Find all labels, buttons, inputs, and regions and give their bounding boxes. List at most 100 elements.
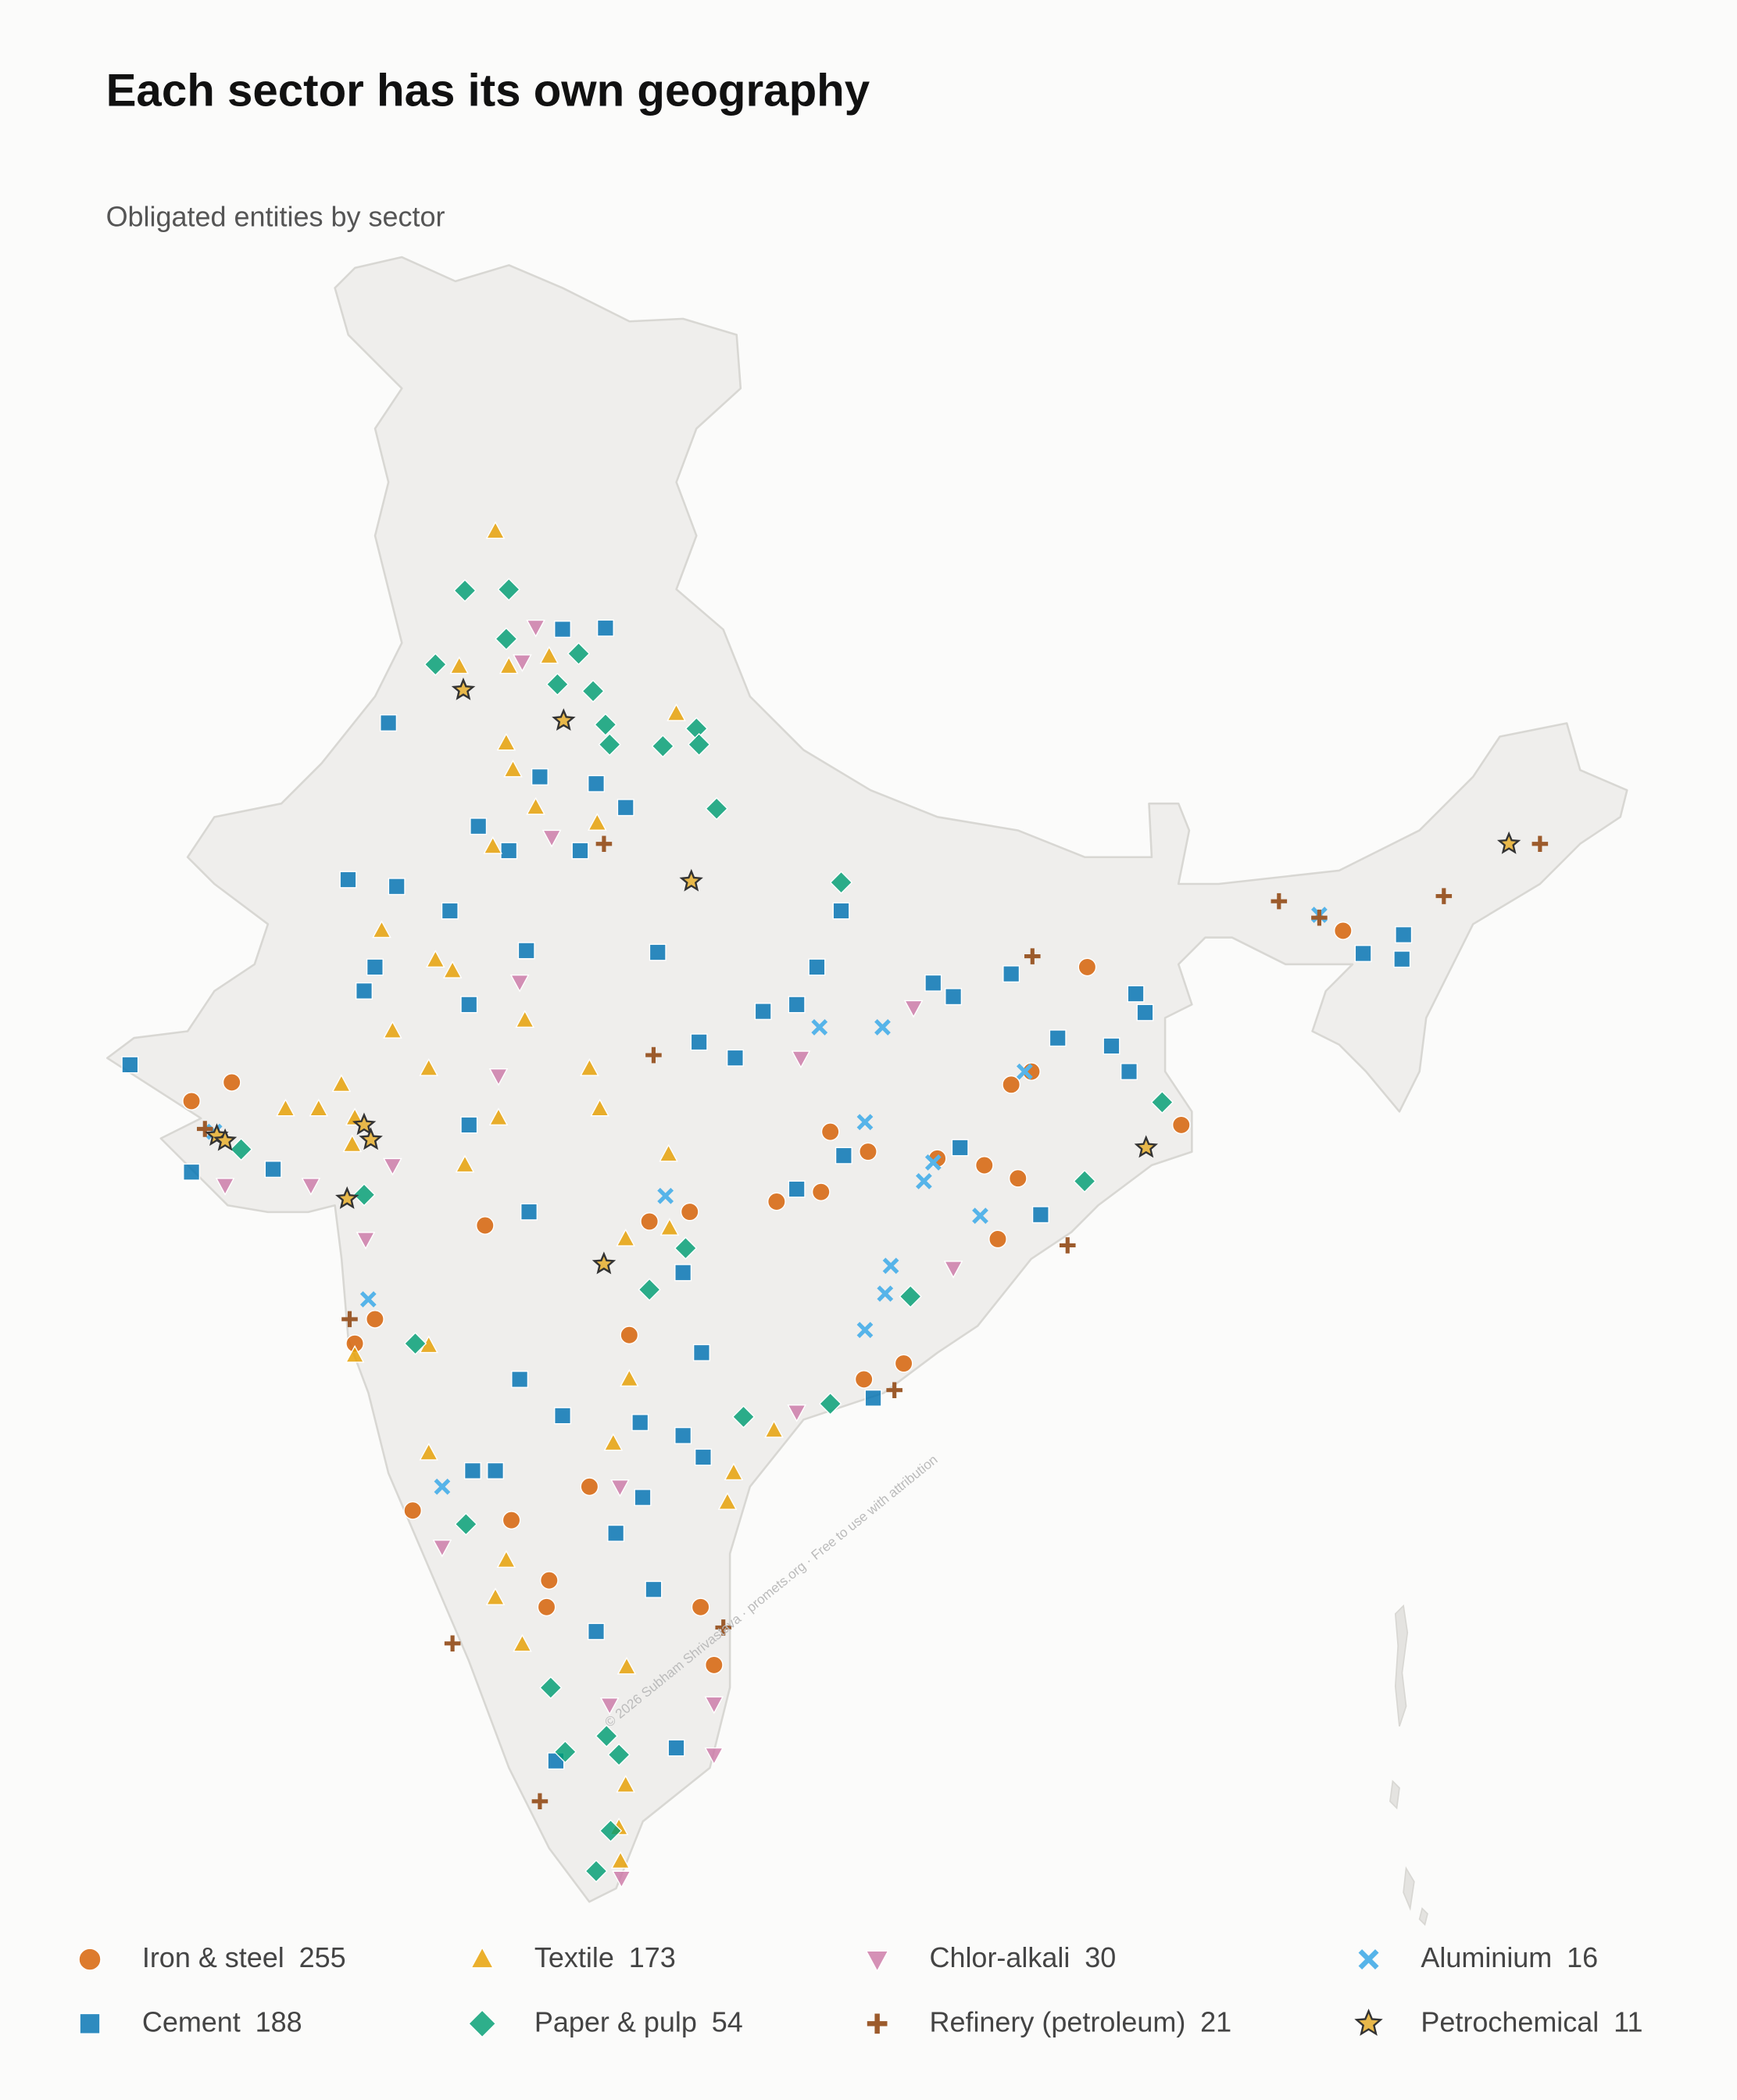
entity-point [829, 871, 853, 894]
entity-point [607, 1524, 625, 1542]
legend-symbol [79, 2012, 101, 2034]
entity-point [674, 1236, 698, 1260]
legend-entry: Cement 188 [142, 2005, 302, 2037]
entity-point [372, 920, 391, 939]
india-outline [106, 256, 1628, 1903]
entity-point [894, 1354, 913, 1373]
entity-point [339, 871, 357, 889]
entity-point [454, 1512, 477, 1536]
entity-point [694, 1448, 712, 1466]
legend-entry: Chlor-alkali 30 [929, 1941, 1116, 1973]
entity-point [610, 1479, 630, 1497]
entity-point [620, 1368, 639, 1387]
entity-point [588, 1622, 605, 1640]
entity-point [731, 1405, 756, 1429]
entity-point [988, 1229, 1007, 1249]
legend-label: Aluminium [1421, 1941, 1552, 1973]
entity-point [856, 1114, 874, 1131]
entity-point [460, 996, 478, 1014]
entity-point [882, 1257, 899, 1274]
entity-point [596, 619, 614, 637]
entity-point [1120, 1063, 1138, 1081]
entity-point [1531, 835, 1549, 853]
entity-point [915, 1172, 932, 1190]
entity-point [213, 1128, 238, 1151]
entity-point [877, 1285, 894, 1302]
legend: Iron & steel 255 Textile 173 Chlor-alkali 30 A… [78, 1941, 1642, 2038]
chart-subtitle: Obligated entities by sector [106, 201, 445, 233]
entity-point [674, 1264, 692, 1282]
entity-point [1395, 926, 1413, 943]
entity-point [531, 1793, 549, 1810]
legend-label: Iron & steel [142, 1941, 284, 1973]
entity-point [517, 942, 535, 960]
basemap [106, 256, 1628, 1926]
entity-point [403, 1332, 427, 1355]
legend-label: Textile [534, 1941, 614, 1973]
entity-point [645, 1580, 663, 1598]
legend-symbol [867, 2013, 888, 2034]
entity-point [903, 1000, 924, 1018]
entity-point [455, 1154, 475, 1173]
entity-point [1393, 950, 1411, 968]
entity-point [640, 1212, 659, 1231]
legend-label: Paper & pulp [534, 2005, 697, 2037]
entity-point [526, 619, 545, 638]
sector-points [276, 521, 784, 1869]
entity-point [229, 1137, 253, 1161]
legend-entry: Iron & steel 255 [142, 1941, 346, 1973]
sector-points [182, 921, 1353, 1675]
legend-label: Chlor-alkali [929, 1941, 1070, 1973]
entity-point [513, 1633, 532, 1652]
entity-point [592, 1251, 617, 1275]
sector-points [121, 619, 1413, 1770]
entity-point [503, 759, 523, 778]
entity-point [383, 1157, 402, 1176]
entity-point [502, 1511, 521, 1529]
entity-point [441, 902, 459, 920]
entity-point [874, 1019, 891, 1036]
legend-entry: Textile 173 [534, 1941, 676, 1973]
entity-point [835, 1147, 852, 1164]
entity-point [704, 1655, 724, 1675]
entity-point [1059, 1237, 1076, 1254]
entity-point [679, 868, 703, 892]
entity-point [463, 1461, 481, 1479]
entity-point [649, 943, 667, 961]
entity-point [276, 1098, 295, 1117]
sector-points [205, 677, 1521, 1275]
entity-point [692, 1343, 710, 1361]
entity-point [599, 1819, 623, 1843]
legend-symbol [1354, 2009, 1383, 2036]
entity-point [520, 1203, 538, 1221]
entity-point [595, 1724, 618, 1748]
legend-count: 21 [1200, 2005, 1231, 2037]
entity-point [496, 732, 516, 751]
entity-point [598, 732, 621, 757]
entity-point [832, 902, 850, 920]
entity-point [571, 842, 589, 860]
legend-label: Refinery (petroleum) [929, 2005, 1185, 2037]
legend-count: 188 [256, 2005, 302, 2037]
entity-point [791, 1050, 811, 1069]
entity-point [717, 1492, 738, 1510]
entity-point [974, 1156, 994, 1175]
entity-point [515, 1010, 535, 1028]
entity-point [183, 1163, 201, 1181]
entity-point [309, 1098, 329, 1117]
entity-point [352, 1112, 377, 1136]
entity-point [620, 1325, 639, 1345]
entity-point [359, 1291, 377, 1308]
entity-point [449, 656, 470, 674]
legend-count: 255 [299, 1941, 346, 1973]
entity-point [607, 1743, 631, 1766]
entity-point [590, 1098, 609, 1117]
entity-point [426, 950, 445, 968]
entity-point [495, 627, 518, 651]
entity-point [539, 646, 559, 664]
entity-point [612, 1870, 631, 1889]
entity-point [667, 703, 686, 721]
entity-point [588, 813, 607, 831]
entity-point [787, 1404, 806, 1422]
entity-point [943, 1261, 963, 1279]
